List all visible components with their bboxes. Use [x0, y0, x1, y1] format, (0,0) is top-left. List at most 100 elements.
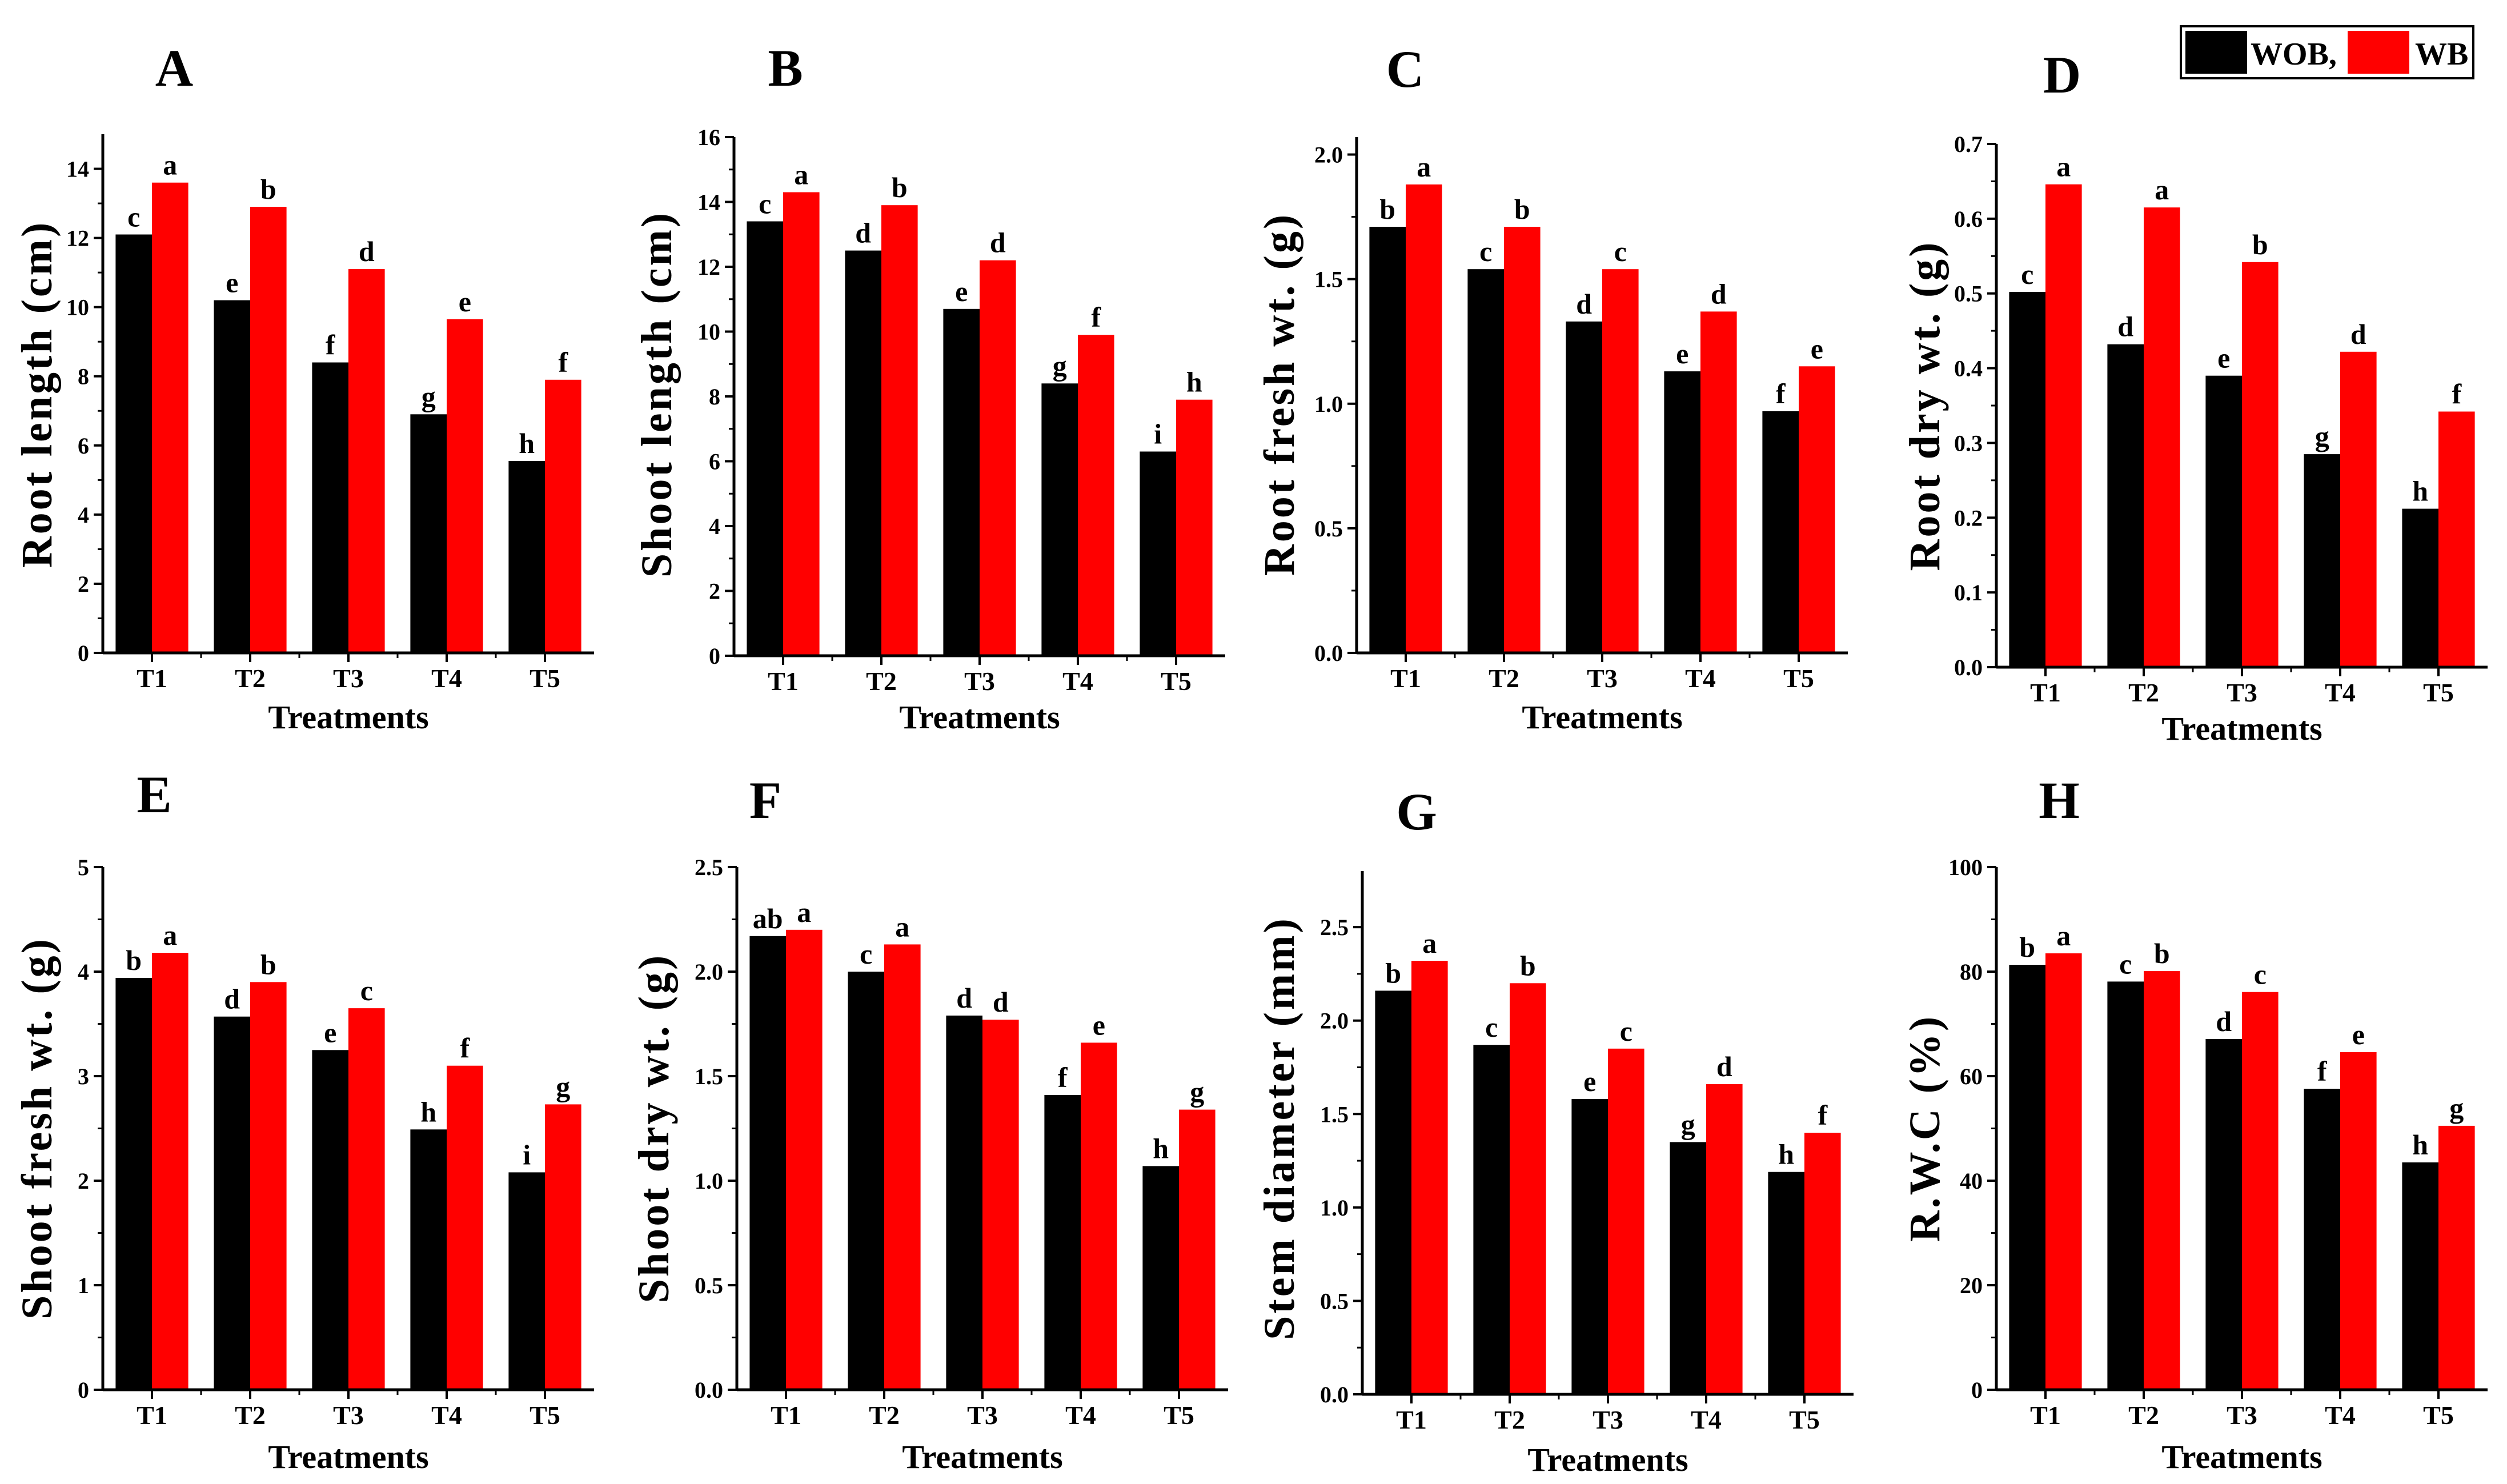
significance-letter: h — [1153, 1132, 1169, 1164]
significance-letter: c — [1620, 1015, 1632, 1047]
bar-wb — [884, 944, 921, 1390]
significance-letter: f — [2452, 378, 2462, 410]
significance-letter: e — [324, 1016, 336, 1048]
x-tick-label: T5 — [2423, 1401, 2454, 1430]
y-tick-label: 12 — [66, 226, 89, 251]
significance-letter: d — [359, 235, 375, 267]
y-tick-label: 4 — [78, 502, 89, 528]
y-tick-label: 0 — [78, 1377, 89, 1403]
y-tick-label: 0.5 — [1320, 1288, 1349, 1314]
x-tick-label: T4 — [431, 664, 462, 693]
bar-wob — [115, 978, 152, 1390]
panel-letter: E — [137, 765, 171, 824]
bar-wb — [1179, 1109, 1216, 1390]
y-tick-label: 10 — [66, 295, 89, 320]
bar-wob — [1566, 321, 1602, 653]
significance-letter: a — [794, 159, 808, 191]
bar-wb — [1804, 1133, 1841, 1394]
bar-wb — [2438, 1125, 2475, 1390]
y-tick-label: 0 — [78, 640, 89, 666]
significance-letter: e — [955, 275, 968, 307]
bar-wb — [1078, 335, 1114, 656]
x-tick-label: T4 — [2325, 678, 2356, 707]
y-tick-label: 6 — [78, 433, 89, 459]
y-axis-label: Root dry wt. (g) — [1901, 240, 1949, 571]
bar-wb — [152, 953, 188, 1390]
y-tick-label: 4 — [709, 514, 720, 539]
bar-wob — [845, 250, 881, 656]
y-axis-label: Root length (cm) — [13, 220, 61, 568]
y-axis-label: R.W.C (%) — [1901, 1014, 1949, 1242]
bar-wb — [1510, 983, 1546, 1394]
bar-wb — [2144, 971, 2180, 1390]
bar-wob — [749, 936, 786, 1390]
significance-letter: h — [420, 1096, 436, 1128]
bar-wob — [214, 300, 250, 653]
bar-wb — [2340, 1052, 2377, 1390]
y-tick-label: 2.0 — [1314, 142, 1343, 168]
significance-letter: d — [956, 982, 972, 1014]
x-tick-label: T5 — [530, 1401, 560, 1430]
y-tick-label: 8 — [709, 384, 720, 410]
bar-wb — [2242, 992, 2279, 1390]
y-tick-label: 8 — [78, 364, 89, 390]
y-tick-label: 0.2 — [1954, 505, 1983, 531]
y-tick-label: 0 — [1971, 1377, 1983, 1403]
x-axis-label: Treatments — [2161, 1438, 2322, 1475]
significance-letter: d — [1716, 1050, 1732, 1082]
y-tick-label: 1.0 — [695, 1168, 723, 1194]
significance-letter: c — [360, 974, 373, 1006]
significance-letter: d — [1711, 278, 1727, 310]
significance-letter: c — [1479, 235, 1492, 267]
significance-letter: a — [797, 896, 811, 928]
bar-wob — [943, 308, 980, 656]
significance-letter: i — [1154, 418, 1162, 450]
y-tick-label: 4 — [78, 959, 89, 985]
y-tick-label: 2 — [709, 579, 720, 604]
bar-wb — [786, 929, 823, 1390]
significance-letter: ab — [753, 903, 783, 934]
y-tick-label: 0.1 — [1954, 580, 1983, 605]
significance-letter: b — [2252, 228, 2268, 260]
x-tick-label: T4 — [1062, 667, 1093, 696]
significance-letter: a — [1417, 151, 1431, 183]
significance-letter: f — [1091, 301, 1101, 333]
x-tick-label: T1 — [1396, 1405, 1427, 1434]
significance-letter: e — [1093, 1009, 1105, 1041]
bar-wb — [1799, 366, 1835, 653]
significance-letter: g — [2449, 1092, 2464, 1124]
bar-wob — [508, 1172, 545, 1390]
x-tick-label: T5 — [1164, 1401, 1194, 1430]
bar-wob — [2304, 1089, 2340, 1390]
significance-letter: b — [126, 944, 142, 976]
significance-letter: c — [2254, 958, 2267, 990]
significance-letter: g — [1681, 1108, 1695, 1140]
bar-wob — [312, 362, 348, 653]
significance-letter: g — [1053, 350, 1067, 382]
bar-wob — [2009, 292, 2045, 668]
bar-wob — [1467, 269, 1504, 653]
bar-wb — [1176, 399, 1213, 656]
bar-wb — [1081, 1042, 1117, 1390]
bar-wob — [1369, 227, 1406, 653]
bar-wob — [946, 1015, 982, 1390]
significance-letter: i — [523, 1138, 531, 1170]
y-tick-label: 14 — [66, 157, 89, 182]
significance-letter: a — [163, 919, 177, 951]
x-tick-label: T2 — [1494, 1405, 1525, 1434]
bar-wob — [410, 1129, 447, 1390]
x-tick-label: T3 — [2227, 678, 2257, 707]
y-tick-label: 20 — [1960, 1273, 1983, 1298]
significance-letter: h — [519, 427, 535, 459]
significance-letter: g — [556, 1070, 570, 1102]
x-tick-label: T1 — [2030, 678, 2061, 707]
significance-letter: f — [2317, 1055, 2328, 1087]
x-axis-label: Treatments — [902, 1438, 1062, 1475]
y-tick-label: 1.5 — [1320, 1101, 1349, 1127]
y-tick-label: 1.5 — [695, 1064, 723, 1089]
bar-wob — [1670, 1142, 1706, 1394]
y-tick-label: 0.3 — [1954, 430, 1983, 456]
